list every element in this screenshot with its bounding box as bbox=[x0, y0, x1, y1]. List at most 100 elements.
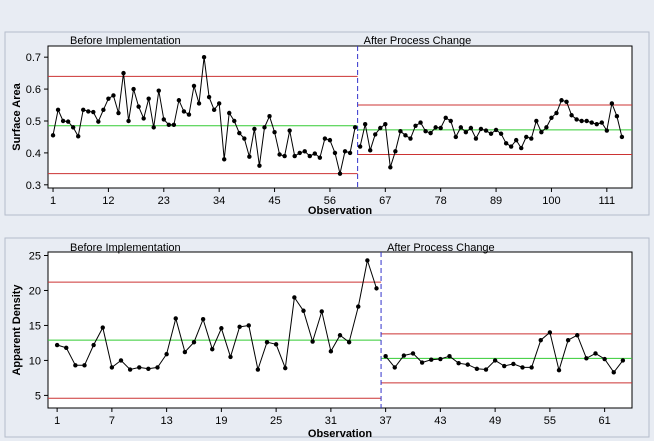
data-point bbox=[383, 354, 388, 359]
data-point bbox=[403, 133, 408, 138]
data-point bbox=[206, 94, 212, 100]
data-point bbox=[438, 356, 443, 362]
data-point bbox=[196, 101, 202, 106]
data-point bbox=[378, 125, 383, 131]
x-tick-label: 56 bbox=[324, 195, 336, 207]
stage-label: Before Implementation bbox=[70, 242, 181, 254]
x-tick-label: 37 bbox=[380, 415, 392, 427]
y-tick-label: 0.6 bbox=[26, 84, 41, 96]
data-point bbox=[534, 118, 539, 124]
data-point bbox=[111, 93, 116, 98]
x-tick-label: 61 bbox=[599, 415, 611, 427]
y-tick-label: 20 bbox=[29, 285, 41, 297]
data-point bbox=[502, 363, 507, 369]
data-point bbox=[327, 137, 333, 143]
data-point bbox=[137, 365, 142, 370]
data-point bbox=[228, 354, 233, 360]
data-point bbox=[264, 340, 270, 345]
data-point bbox=[447, 354, 452, 359]
surface-area-chart: Before Implementation After Process Chang… bbox=[4, 31, 650, 217]
x-axis-title: Observation bbox=[308, 205, 372, 217]
data-point bbox=[310, 339, 315, 344]
data-point bbox=[50, 133, 56, 138]
data-point bbox=[86, 109, 91, 114]
data-point bbox=[283, 365, 288, 371]
data-point bbox=[191, 83, 197, 89]
stage-label: After Process Change bbox=[387, 242, 495, 254]
data-point bbox=[65, 119, 71, 124]
data-point bbox=[373, 132, 378, 137]
data-point bbox=[492, 358, 498, 363]
x-tick-label: 12 bbox=[102, 195, 114, 207]
data-point bbox=[463, 129, 469, 135]
data-point bbox=[609, 101, 615, 106]
data-point bbox=[273, 342, 279, 347]
data-point bbox=[514, 137, 519, 143]
data-point bbox=[575, 333, 580, 338]
data-point bbox=[374, 286, 379, 291]
x-tick-label: 19 bbox=[215, 415, 227, 427]
data-point bbox=[620, 358, 626, 363]
data-point bbox=[438, 125, 443, 131]
data-point bbox=[96, 119, 101, 124]
data-point bbox=[328, 349, 334, 354]
data-point bbox=[352, 125, 358, 130]
y-tick-label: 25 bbox=[29, 250, 41, 262]
x-tick-label: 31 bbox=[325, 415, 337, 427]
data-point bbox=[413, 123, 418, 128]
data-point bbox=[255, 367, 261, 372]
x-tick-label: 1 bbox=[50, 195, 56, 207]
data-point bbox=[549, 115, 554, 120]
data-point bbox=[181, 109, 187, 114]
data-point bbox=[614, 114, 620, 119]
data-point bbox=[511, 361, 516, 367]
data-point bbox=[277, 152, 282, 157]
data-point bbox=[362, 121, 368, 127]
data-point bbox=[302, 149, 307, 154]
x-tick-label: 111 bbox=[598, 195, 615, 207]
data-point bbox=[428, 130, 433, 136]
data-point bbox=[136, 104, 141, 109]
data-point bbox=[186, 112, 192, 117]
y-tick-label: 0.3 bbox=[26, 180, 41, 192]
x-tick-label: 25 bbox=[270, 415, 282, 427]
x-tick-label: 23 bbox=[158, 195, 170, 207]
data-point bbox=[322, 136, 328, 141]
data-point bbox=[593, 351, 598, 356]
data-point bbox=[121, 70, 126, 76]
y-axis-title: Surface Area bbox=[11, 82, 23, 150]
x-tick-label: 43 bbox=[434, 415, 446, 427]
data-point bbox=[332, 150, 338, 156]
data-point bbox=[544, 125, 549, 130]
data-point bbox=[448, 118, 453, 124]
data-point bbox=[356, 304, 361, 309]
data-point bbox=[292, 295, 297, 300]
data-point bbox=[483, 128, 489, 133]
data-point bbox=[594, 121, 599, 127]
series-line bbox=[56, 258, 377, 372]
data-point bbox=[529, 136, 534, 141]
data-point bbox=[456, 361, 461, 366]
data-point bbox=[503, 141, 509, 146]
data-point bbox=[81, 107, 86, 113]
data-point bbox=[292, 153, 297, 159]
data-point bbox=[166, 122, 172, 128]
data-point bbox=[611, 370, 616, 375]
data-point bbox=[257, 163, 262, 168]
x-axis-title: Observation bbox=[308, 428, 372, 440]
data-point bbox=[474, 366, 480, 372]
data-point bbox=[164, 351, 169, 357]
data-point bbox=[237, 130, 242, 136]
data-point bbox=[579, 118, 584, 124]
data-point bbox=[556, 368, 562, 373]
data-point bbox=[458, 125, 464, 130]
data-point bbox=[106, 96, 111, 101]
data-point bbox=[346, 340, 352, 345]
x-tick-label: 89 bbox=[490, 195, 502, 207]
data-point bbox=[342, 149, 348, 154]
y-tick-label: 0.5 bbox=[26, 116, 41, 128]
data-point bbox=[465, 362, 470, 367]
y-tick-label: 10 bbox=[29, 355, 41, 367]
data-point bbox=[60, 118, 66, 124]
